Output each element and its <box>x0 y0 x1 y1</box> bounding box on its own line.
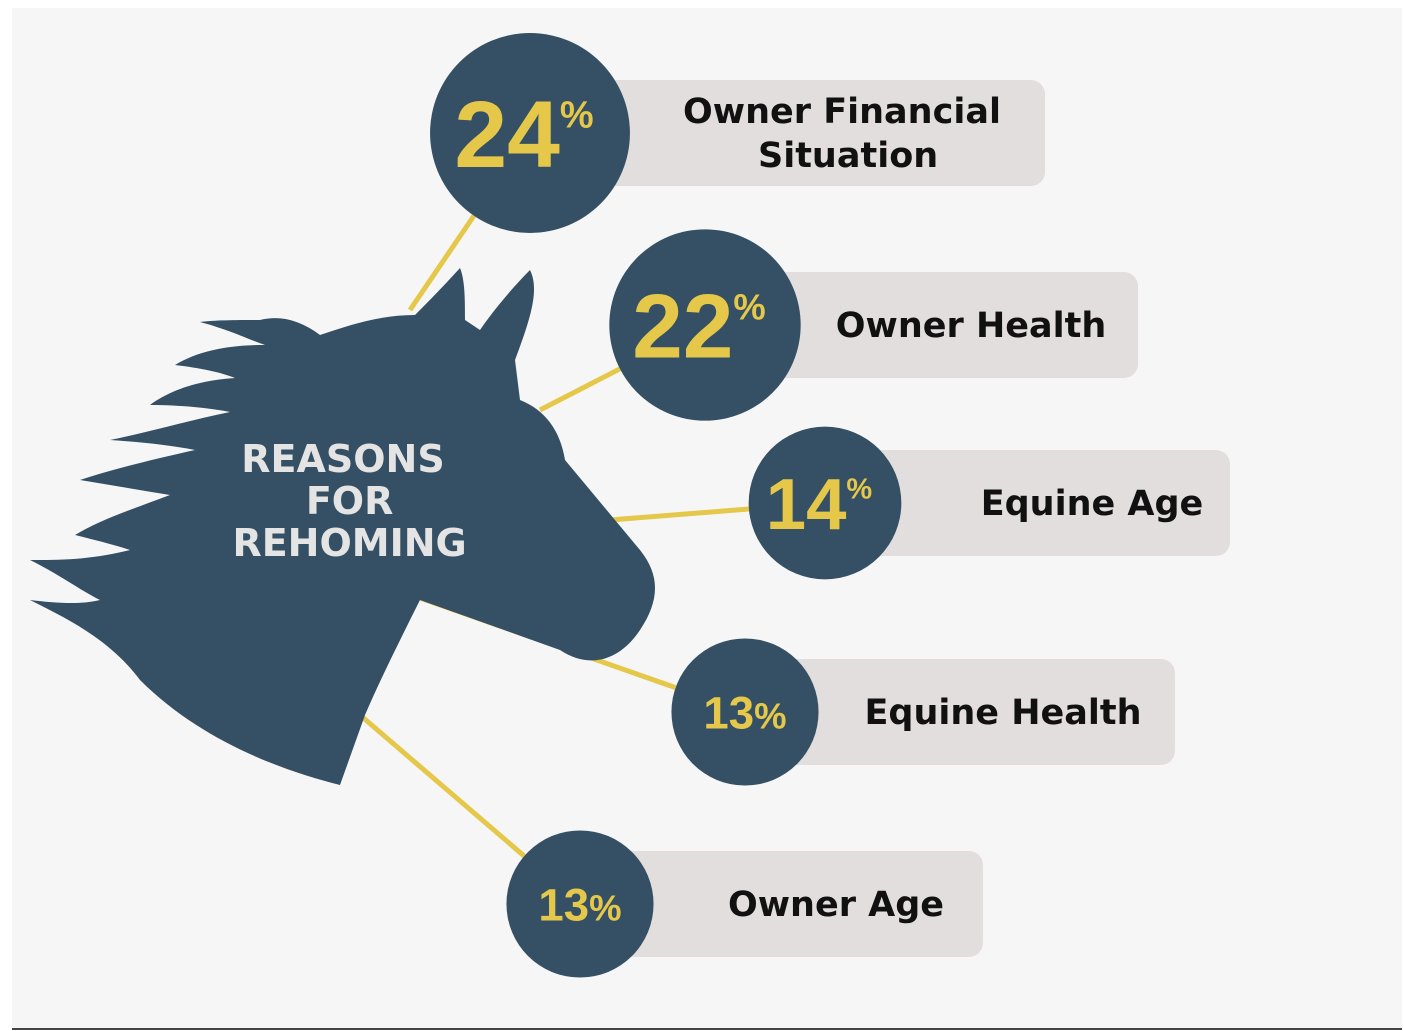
value-label: 22% <box>632 277 765 378</box>
value-circle <box>748 426 902 580</box>
label-pill <box>705 272 1138 378</box>
label-pill <box>530 80 1045 186</box>
horse-silhouette <box>30 268 655 785</box>
value-digits: 13 <box>538 879 589 930</box>
title-line: REASONS <box>241 437 444 481</box>
category-label: Equine Age <box>981 484 1204 524</box>
value-unit: % <box>846 474 872 506</box>
value-circle <box>430 33 630 233</box>
connector <box>407 214 476 312</box>
label-pill <box>580 851 983 957</box>
items: 24% Owner Financial Situation 22% Owner Hea… <box>430 33 1230 978</box>
label-pill <box>825 450 1230 556</box>
category-label: Equine Health <box>864 693 1141 733</box>
value-digits: 22 <box>632 277 733 378</box>
label-line: Equine Age <box>981 484 1204 524</box>
value-unit: % <box>589 887 621 928</box>
value-unit: % <box>733 287 765 328</box>
label-line: Equine Health <box>864 693 1141 733</box>
value-label: 13% <box>538 879 621 930</box>
value-circle <box>671 638 819 786</box>
title-line: REHOMING <box>219 521 467 565</box>
value-label: 13% <box>703 687 786 738</box>
value-circle <box>506 830 654 978</box>
label-pill <box>745 659 1175 765</box>
category-label: Owner Health <box>836 306 1106 346</box>
connector <box>358 713 526 858</box>
connector <box>609 506 750 523</box>
value-digits: 24 <box>454 82 560 188</box>
label-line: Owner Financial <box>683 92 1001 132</box>
value-unit: % <box>560 94 594 136</box>
label-line: Owner Age <box>728 885 944 925</box>
value-digits: 13 <box>703 687 754 738</box>
title: REASONS FOR REHOMING <box>219 437 467 565</box>
connectors <box>358 214 750 858</box>
label-line: Situation <box>746 136 938 176</box>
title-line: FOR <box>293 479 394 523</box>
label-line: Owner Health <box>836 306 1106 346</box>
category-label: Owner Financial Situation <box>683 92 1001 176</box>
value-label: 24% <box>454 82 593 188</box>
value-circle <box>609 229 801 421</box>
category-label: Owner Age <box>728 885 944 925</box>
value-digits: 14 <box>766 464 847 545</box>
connector <box>538 366 622 413</box>
value-unit: % <box>754 695 786 736</box>
value-label: 14% <box>766 464 873 545</box>
